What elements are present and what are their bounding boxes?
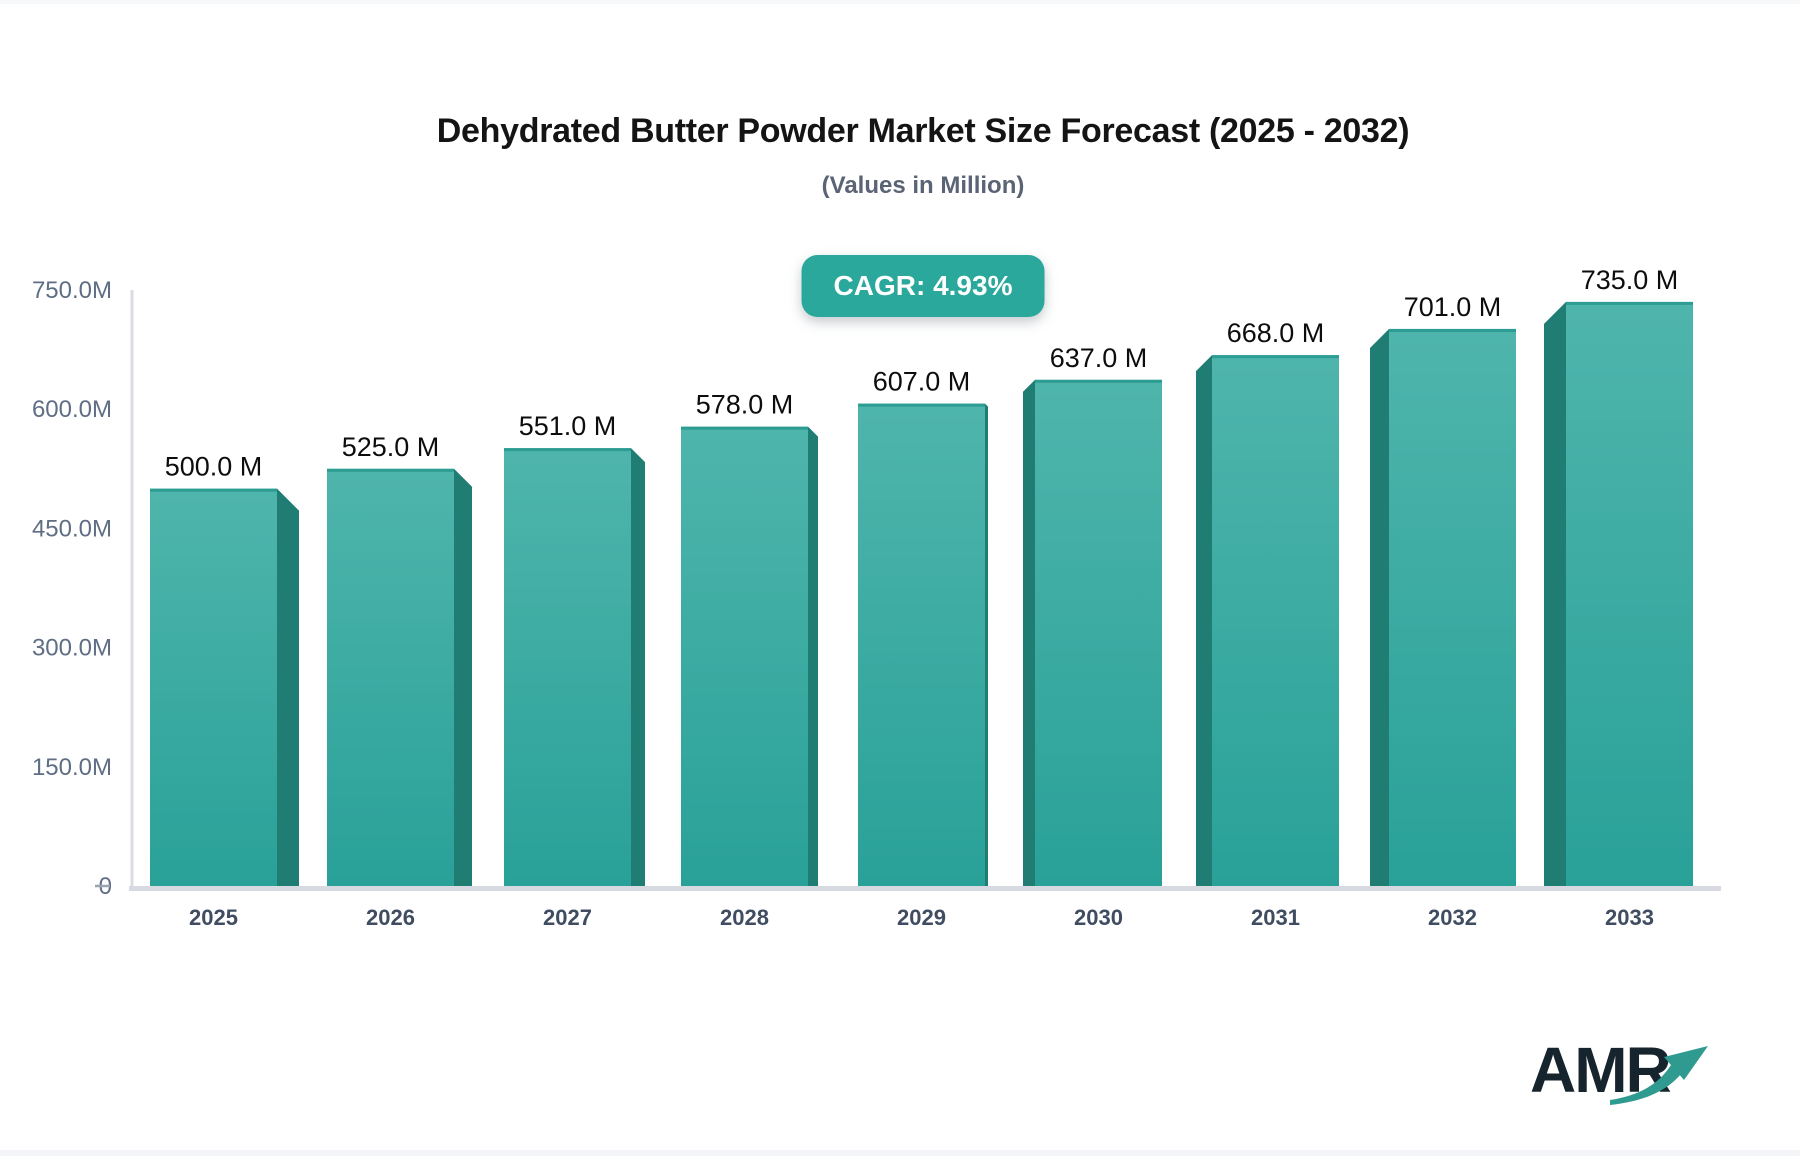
bar-top-rim-2026	[327, 468, 454, 472]
bar-value-label-2029: 607.0 M	[873, 367, 971, 397]
bar-2030	[1035, 379, 1162, 886]
x-tick-label-2025: 2025	[189, 905, 238, 930]
bar-value-label-2025: 500.0 M	[165, 452, 263, 482]
amr-logo: AMR	[1530, 1038, 1730, 1118]
y-tick-label-450: 450.0M	[32, 515, 112, 542]
x-tick-label-2031: 2031	[1251, 905, 1300, 930]
bar-value-label-2027: 551.0 M	[519, 411, 617, 441]
bar-value-label-2028: 578.0 M	[696, 390, 794, 420]
bar-2027	[504, 448, 631, 886]
bar-2029	[858, 403, 985, 886]
x-tick-label-2029: 2029	[897, 905, 946, 930]
bar-side-2033	[1544, 301, 1566, 886]
chart-subtitle: (Values in Million)	[821, 172, 1025, 199]
x-tick-label-2030: 2030	[1074, 905, 1123, 930]
bar-2026	[327, 468, 454, 886]
bar-value-label-2026: 525.0 M	[342, 432, 440, 462]
x-tick-label-2028: 2028	[720, 905, 769, 930]
bar-top-rim-2032	[1389, 328, 1516, 332]
bar-value-label-2030: 637.0 M	[1050, 343, 1148, 373]
bar-side-2028	[808, 426, 818, 886]
bar-2031	[1212, 355, 1339, 886]
chart-title: Dehydrated Butter Powder Market Size For…	[436, 112, 1410, 150]
bar-top-rim-2029	[858, 403, 985, 407]
bar-2025	[150, 488, 277, 886]
bar-side-2029	[985, 403, 988, 886]
x-tick-label-2033: 2033	[1605, 905, 1654, 930]
bar-side-2031	[1196, 355, 1212, 886]
bar-top-rim-2028	[681, 426, 808, 430]
y-tick-label-150: 150.0M	[32, 754, 112, 781]
bar-top-rim-2027	[504, 448, 631, 452]
bar-side-2026	[454, 468, 472, 886]
bar-top-rim-2025	[150, 488, 277, 492]
bar-top-rim-2033	[1566, 301, 1693, 305]
bar-2028	[681, 426, 808, 886]
top-edge-strip	[0, 0, 1800, 4]
cagr-badge: CAGR: 4.93%	[801, 255, 1045, 317]
bar-side-2030	[1023, 379, 1035, 886]
y-tick-label-600: 600.0M	[32, 396, 112, 423]
y-tick-label-300: 300.0M	[32, 635, 112, 662]
bar-2032	[1389, 328, 1516, 886]
bar-top-rim-2030	[1035, 379, 1162, 383]
x-axis-baseline	[129, 886, 1721, 891]
bar-2033	[1566, 301, 1693, 886]
bar-value-label-2033: 735.0 M	[1581, 265, 1679, 295]
bar-side-2025	[277, 488, 299, 886]
growth-arrow-icon	[1610, 1046, 1708, 1105]
bar-top-rim-2031	[1212, 355, 1339, 359]
bar-side-2027	[631, 448, 645, 886]
x-tick-label-2027: 2027	[543, 905, 592, 930]
bottom-edge-strip	[0, 1150, 1800, 1156]
x-tick-label-2026: 2026	[366, 905, 415, 930]
bar-value-label-2031: 668.0 M	[1227, 318, 1325, 348]
bar-side-2032	[1370, 328, 1389, 886]
x-tick-label-2032: 2032	[1428, 905, 1477, 930]
bar-value-label-2032: 701.0 M	[1404, 292, 1502, 322]
y-tick-label-750: 750.0M	[32, 277, 112, 304]
